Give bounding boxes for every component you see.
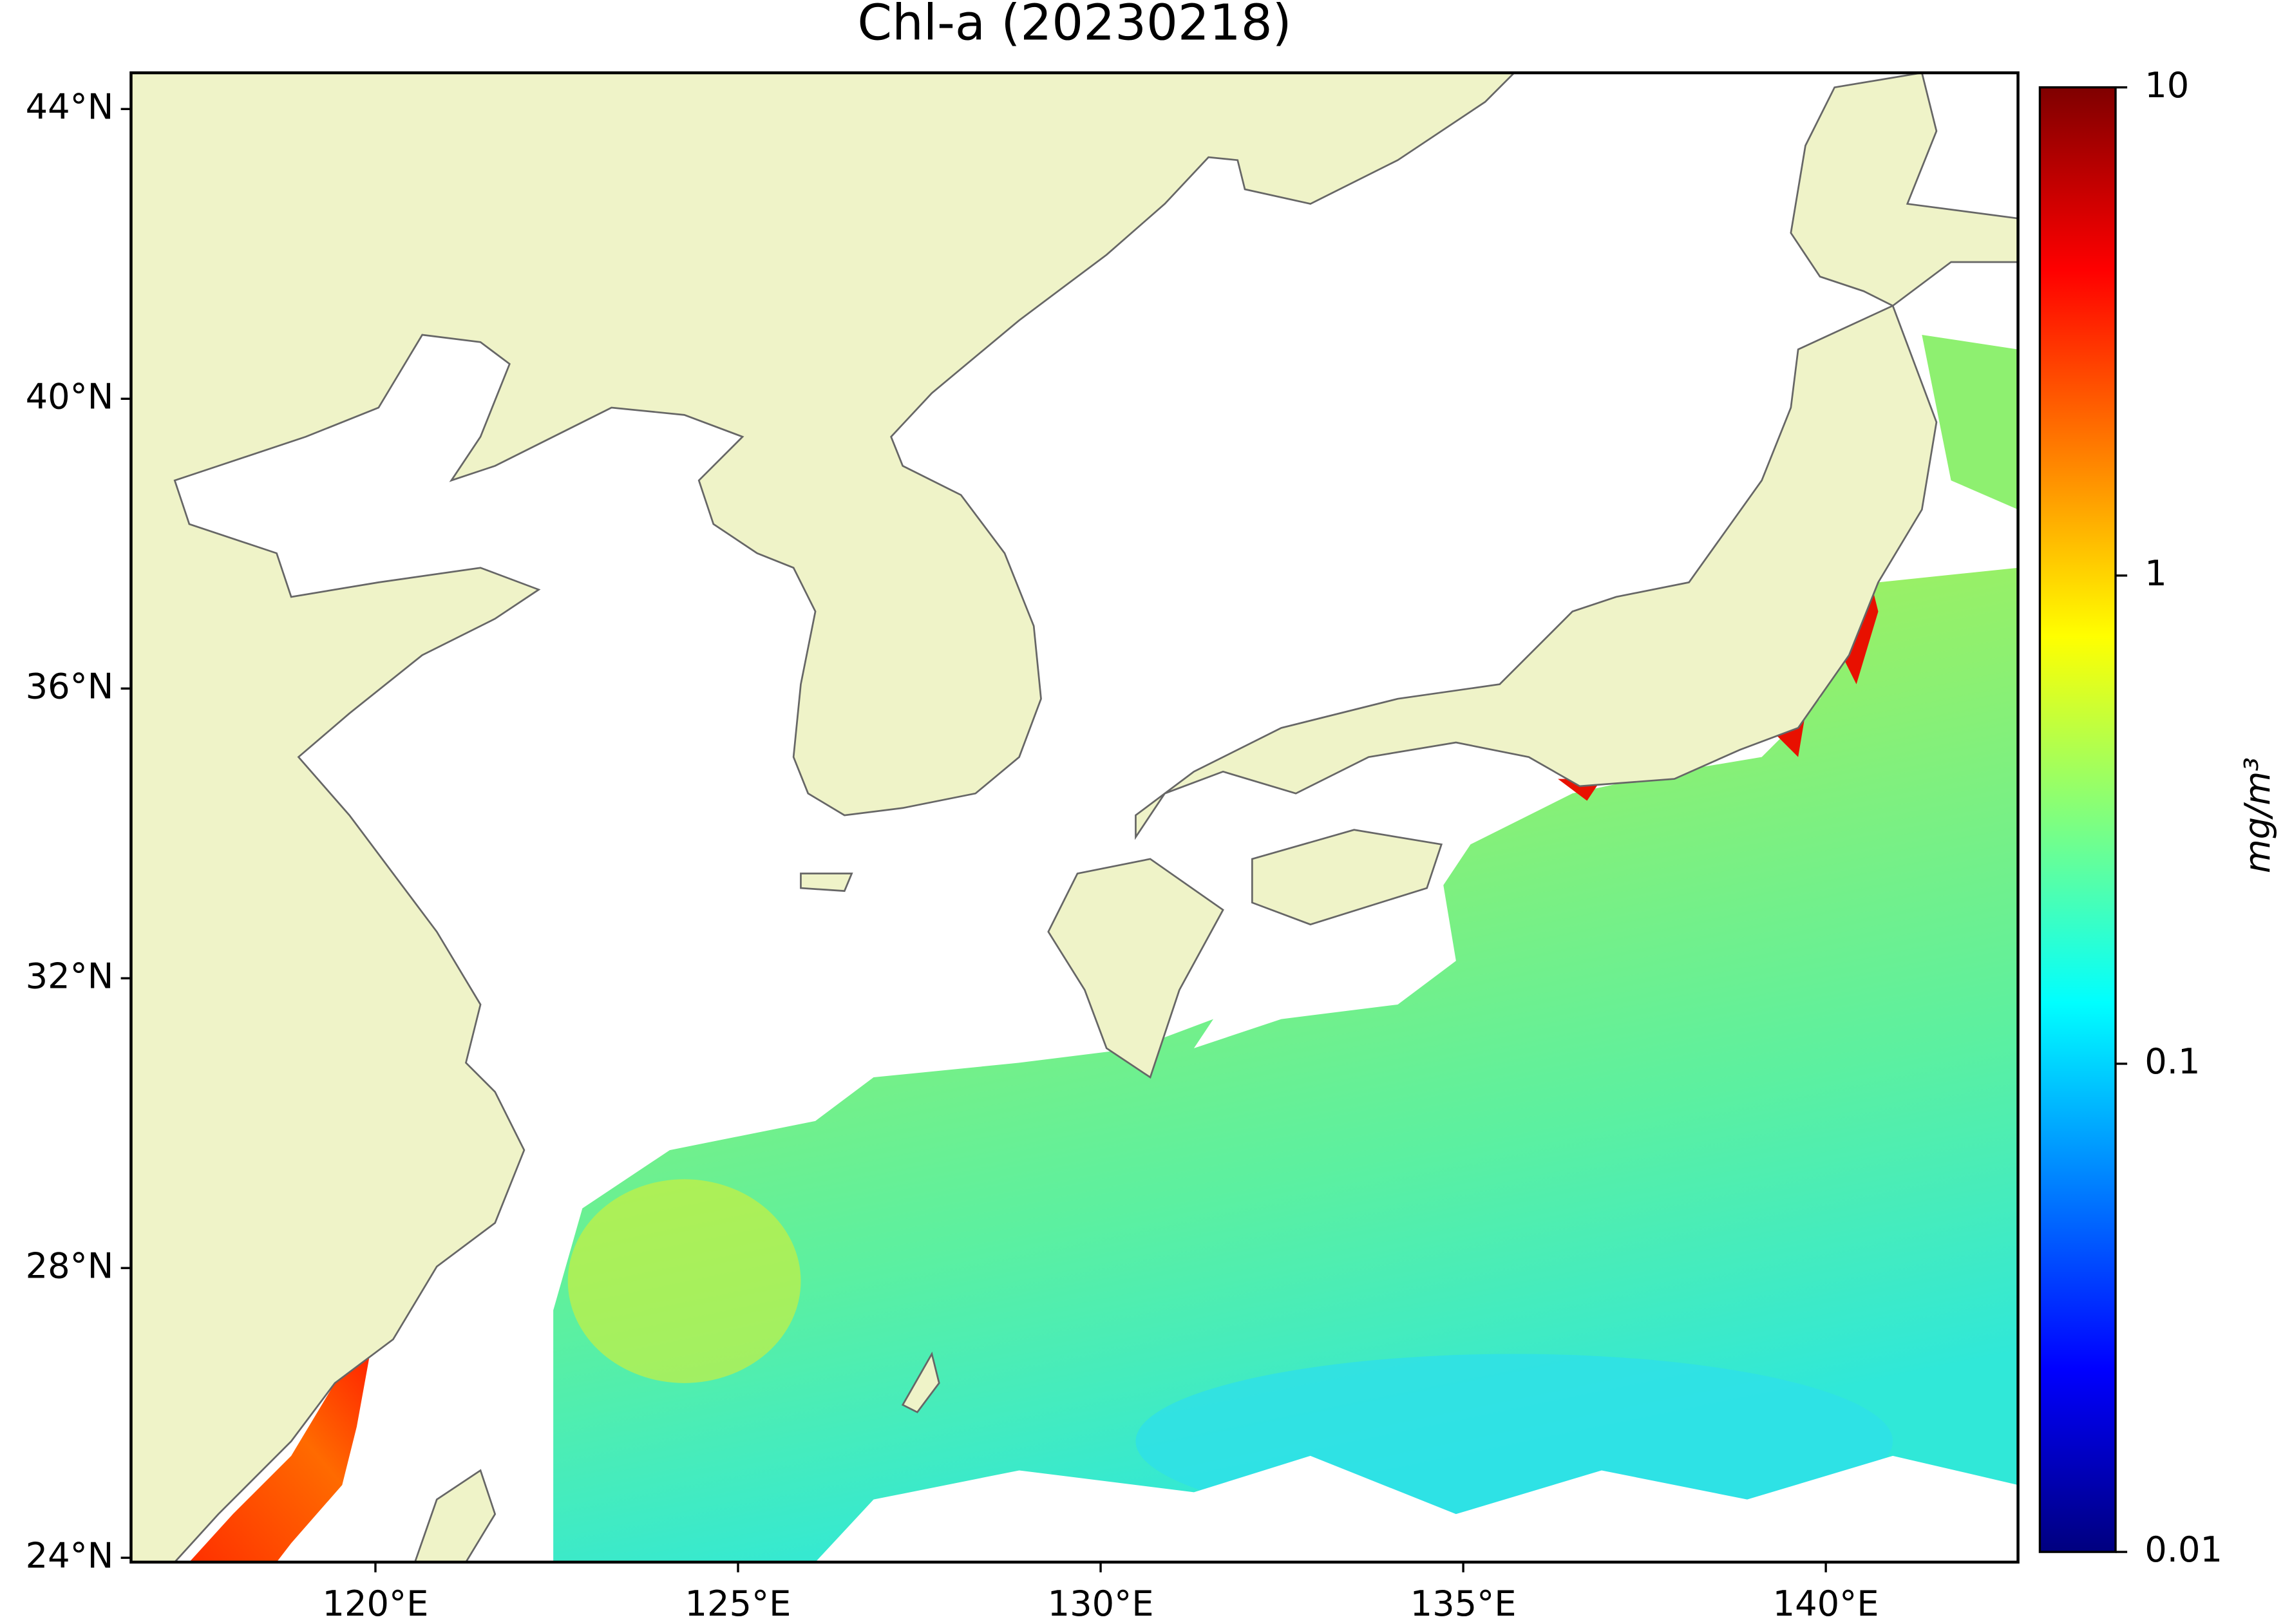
ocean-chlorophyll bbox=[553, 567, 2018, 1562]
x-tick-label: 125°E bbox=[685, 1583, 791, 1624]
coastal-bloom bbox=[189, 1346, 372, 1562]
colorbar-tick-label: 10 bbox=[2145, 65, 2189, 106]
y-tick-label: 44°N bbox=[26, 86, 114, 127]
y-tick-label: 32°N bbox=[26, 956, 114, 996]
north-east-patch bbox=[1922, 335, 2018, 510]
bay-bloom bbox=[1558, 582, 1879, 801]
y-tick-label: 40°N bbox=[26, 376, 114, 417]
x-tick-label: 135°E bbox=[1410, 1583, 1517, 1624]
mainland bbox=[131, 73, 1516, 1562]
y-tick-label: 24°N bbox=[26, 1535, 114, 1576]
colorbar-tick-label: 0.01 bbox=[2145, 1529, 2222, 1570]
colorbar-label: mg/m³ bbox=[2237, 757, 2278, 873]
cloud bbox=[815, 1455, 2018, 1562]
x-tick-label: 130°E bbox=[1048, 1583, 1154, 1624]
y-tick-label: 36°N bbox=[26, 666, 114, 706]
colorbar-tick-label: 0.1 bbox=[2145, 1041, 2200, 1082]
hokkaido bbox=[1790, 73, 2018, 307]
y-tick-label: 28°N bbox=[26, 1245, 114, 1286]
jeju bbox=[800, 873, 853, 892]
x-tick-label: 120°E bbox=[322, 1583, 428, 1624]
colorbar-tick-label: 1 bbox=[2145, 553, 2167, 594]
title: Chl-a (20230218) bbox=[857, 0, 1291, 52]
kyushu bbox=[1047, 858, 1224, 1079]
x-tick-label: 140°E bbox=[1773, 1583, 1879, 1624]
map-area bbox=[131, 73, 2018, 1562]
okinawa bbox=[901, 1351, 940, 1413]
map-frame bbox=[129, 71, 2020, 1564]
shikoku bbox=[1251, 829, 1443, 926]
honshu bbox=[1135, 304, 1938, 840]
colorbar bbox=[2038, 86, 2117, 1553]
high-chl-patch bbox=[567, 1179, 801, 1383]
taiwan bbox=[413, 1469, 497, 1562]
cloud bbox=[1193, 873, 1456, 1048]
